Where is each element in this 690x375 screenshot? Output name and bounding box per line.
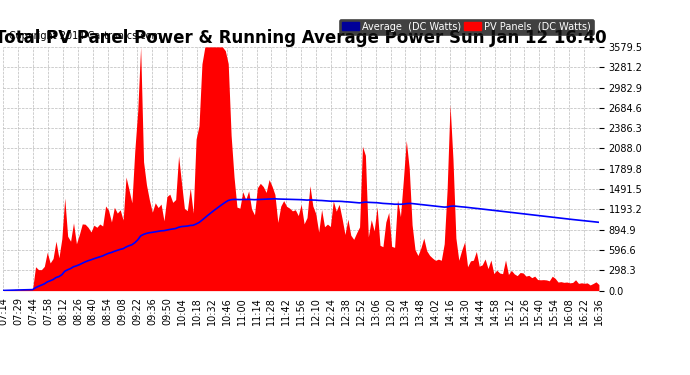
Legend: Average  (DC Watts), PV Panels  (DC Watts): Average (DC Watts), PV Panels (DC Watts) (339, 19, 594, 34)
Title: Total PV Panel Power & Running Average Power Sun Jan 12 16:40: Total PV Panel Power & Running Average P… (0, 29, 607, 47)
Text: Copyright 2014 Cartronics.com: Copyright 2014 Cartronics.com (9, 32, 161, 41)
